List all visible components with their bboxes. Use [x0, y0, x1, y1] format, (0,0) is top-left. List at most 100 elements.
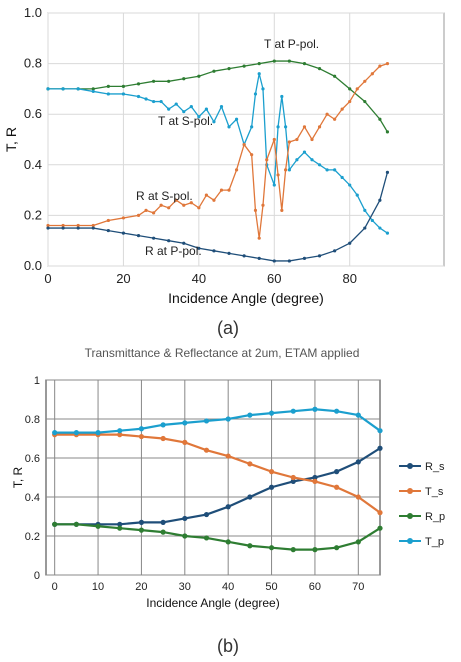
legend-marker-R_s — [407, 463, 413, 469]
data-point — [152, 236, 156, 240]
data-point — [225, 453, 231, 459]
data-point — [136, 213, 141, 217]
x-tick-label: 60 — [309, 581, 321, 593]
data-point — [268, 545, 275, 551]
data-point — [317, 125, 322, 129]
panel-b-label: (b) — [217, 636, 239, 656]
data-point — [160, 435, 166, 442]
data-point — [268, 484, 275, 490]
data-point — [310, 137, 314, 142]
data-point — [272, 59, 276, 63]
data-point — [280, 94, 284, 99]
data-point — [377, 428, 383, 434]
data-point — [167, 107, 171, 111]
series-line-T_s — [54, 433, 381, 514]
data-point — [61, 87, 65, 91]
y-axis-label: T, R — [11, 467, 25, 489]
data-point — [91, 87, 95, 91]
data-point — [312, 478, 318, 484]
data-point — [287, 59, 291, 63]
data-point — [167, 206, 171, 210]
legend-marker-T_p — [407, 538, 413, 544]
data-point — [348, 99, 352, 104]
data-point — [334, 545, 340, 551]
data-point — [378, 198, 382, 202]
data-point — [287, 259, 291, 263]
y-tick-label: 1.0 — [24, 5, 42, 20]
data-point — [160, 422, 166, 428]
data-point — [363, 79, 367, 83]
data-point — [257, 72, 261, 76]
data-point — [73, 430, 79, 436]
plot-area — [45, 379, 381, 576]
data-point — [136, 82, 141, 86]
data-point — [160, 529, 166, 535]
data-point — [284, 125, 288, 129]
data-point — [234, 168, 239, 172]
data-point — [182, 110, 186, 114]
data-point — [295, 137, 299, 142]
data-point — [312, 474, 318, 481]
data-point — [333, 74, 337, 78]
data-point — [348, 87, 352, 91]
data-point — [106, 218, 110, 223]
data-point — [317, 254, 322, 258]
x-tick-label: 80 — [342, 271, 356, 286]
data-point — [257, 236, 261, 240]
legend-label-T_s: T_s — [425, 486, 444, 498]
data-point — [61, 223, 65, 228]
legend-label-T_p: T_p — [425, 536, 444, 548]
data-point — [225, 539, 231, 545]
x-tick-label: 0 — [44, 271, 51, 286]
panel-b-title: Transmittance & Reflectance at 2um, ETAM… — [85, 346, 360, 360]
data-point — [159, 99, 163, 104]
data-point — [197, 115, 201, 119]
data-point — [225, 504, 231, 510]
data-point — [250, 125, 254, 129]
data-point — [117, 428, 123, 434]
data-point — [91, 89, 95, 94]
data-point — [302, 62, 307, 66]
data-point — [225, 416, 231, 422]
data-point — [257, 256, 261, 261]
data-point — [348, 183, 352, 187]
y-tick-label: 0.8 — [25, 414, 40, 426]
data-point — [302, 256, 307, 261]
data-point — [377, 445, 383, 451]
data-point — [46, 87, 50, 91]
y-tick-label: 0 — [34, 570, 40, 582]
data-point — [355, 412, 361, 418]
data-point — [52, 430, 58, 436]
x-axis-label: Incidence Angle (degree) — [168, 290, 324, 306]
data-point — [204, 193, 208, 197]
data-point — [91, 226, 95, 230]
data-point — [106, 228, 110, 233]
data-point — [253, 92, 258, 96]
data-point — [250, 153, 254, 157]
data-point — [106, 92, 110, 96]
data-point — [203, 447, 210, 453]
data-point — [234, 117, 239, 121]
data-point — [334, 484, 340, 490]
data-point — [385, 130, 390, 134]
data-point — [174, 198, 178, 202]
data-point — [121, 231, 126, 235]
data-point — [73, 521, 79, 527]
data-point — [174, 102, 178, 106]
data-point — [189, 201, 193, 205]
data-point — [227, 125, 231, 129]
data-point — [268, 410, 275, 416]
data-point — [268, 469, 275, 475]
data-point — [159, 203, 163, 207]
data-point — [152, 211, 156, 215]
data-point — [182, 203, 186, 207]
data-point — [355, 87, 359, 91]
x-tick-label: 40 — [192, 271, 206, 286]
data-point — [317, 67, 322, 71]
data-point — [152, 79, 156, 83]
data-point — [117, 432, 123, 438]
y-tick-label: 0.4 — [24, 157, 42, 172]
data-point — [136, 234, 141, 238]
data-point — [138, 527, 145, 533]
